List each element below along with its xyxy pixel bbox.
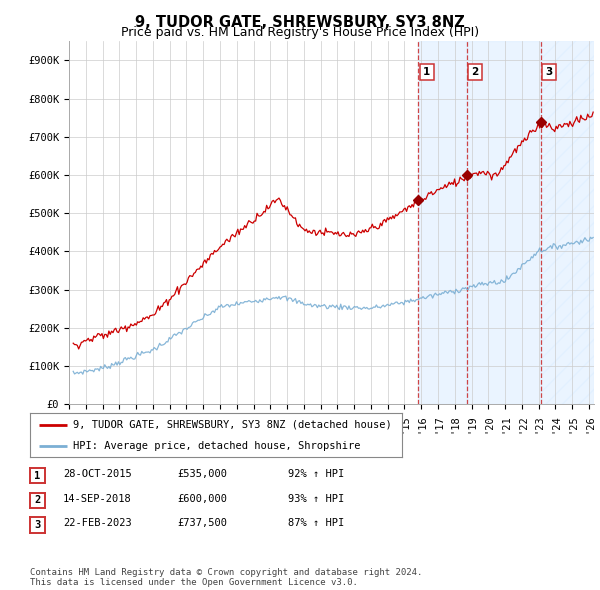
Text: 28-OCT-2015: 28-OCT-2015 xyxy=(63,469,132,478)
Text: 93% ↑ HPI: 93% ↑ HPI xyxy=(288,494,344,503)
Text: 2: 2 xyxy=(34,496,41,505)
Text: £600,000: £600,000 xyxy=(177,494,227,503)
Text: 1: 1 xyxy=(423,67,430,77)
Text: Price paid vs. HM Land Registry's House Price Index (HPI): Price paid vs. HM Land Registry's House … xyxy=(121,26,479,39)
Text: 3: 3 xyxy=(34,520,41,530)
Text: £737,500: £737,500 xyxy=(177,519,227,528)
Text: 14-SEP-2018: 14-SEP-2018 xyxy=(63,494,132,503)
Bar xyxy=(418,41,467,404)
Text: 3: 3 xyxy=(545,67,553,77)
Text: 9, TUDOR GATE, SHREWSBURY, SY3 8NZ (detached house): 9, TUDOR GATE, SHREWSBURY, SY3 8NZ (deta… xyxy=(73,420,392,430)
Text: £535,000: £535,000 xyxy=(177,469,227,478)
Text: 87% ↑ HPI: 87% ↑ HPI xyxy=(288,519,344,528)
Text: 92% ↑ HPI: 92% ↑ HPI xyxy=(288,469,344,478)
Text: 2: 2 xyxy=(472,67,479,77)
Bar xyxy=(467,41,541,404)
Text: 1: 1 xyxy=(34,471,41,480)
Text: 22-FEB-2023: 22-FEB-2023 xyxy=(63,519,132,528)
Bar xyxy=(541,41,594,404)
Text: HPI: Average price, detached house, Shropshire: HPI: Average price, detached house, Shro… xyxy=(73,441,360,451)
Text: Contains HM Land Registry data © Crown copyright and database right 2024.
This d: Contains HM Land Registry data © Crown c… xyxy=(30,568,422,587)
Text: 9, TUDOR GATE, SHREWSBURY, SY3 8NZ: 9, TUDOR GATE, SHREWSBURY, SY3 8NZ xyxy=(135,15,465,30)
